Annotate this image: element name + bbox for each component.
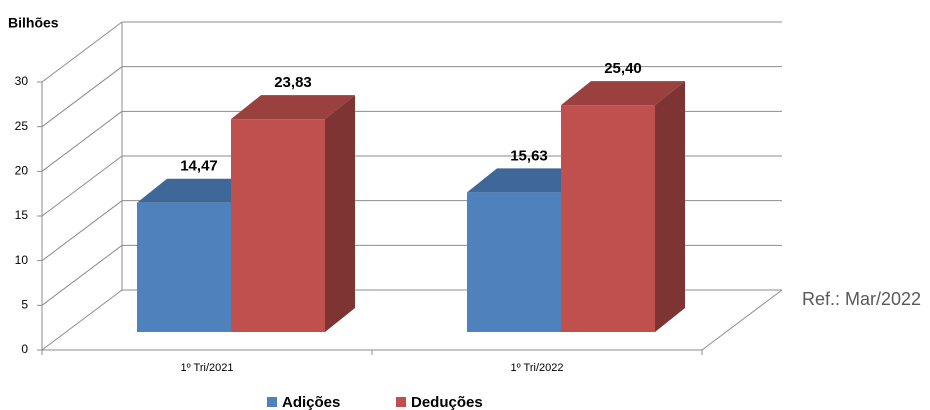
grid-diagonal <box>41 200 123 262</box>
floor-edge <box>701 289 783 351</box>
value-label: 23,83 <box>274 74 312 91</box>
y-tick-label: 25 <box>15 119 29 133</box>
bar-side <box>655 81 685 333</box>
legend-swatch <box>396 397 406 407</box>
bar-side <box>325 95 355 332</box>
y-tick-label: 20 <box>15 164 29 178</box>
x-tick-label: 1º Tri/2021 <box>181 362 234 374</box>
value-label: 15,63 <box>510 147 548 164</box>
bar <box>137 202 231 332</box>
grid-diagonal <box>41 289 123 351</box>
grid-diagonal <box>41 155 123 217</box>
annotation: Ref.: Mar/2022 <box>802 289 921 309</box>
y-tick-label: 0 <box>21 342 28 356</box>
y-tick-label: 30 <box>15 74 29 88</box>
x-tick-label: 1º Tri/2022 <box>511 362 564 374</box>
bar <box>561 105 655 333</box>
bar <box>467 192 561 332</box>
grid-diagonal <box>41 244 123 306</box>
legend-label: Adições <box>282 394 340 410</box>
bar-top <box>137 178 261 203</box>
value-label: 14,47 <box>180 158 218 175</box>
bar-top <box>561 81 685 106</box>
axis-title: Bilhões <box>8 15 59 31</box>
y-tick-label: 5 <box>21 298 28 312</box>
legend-swatch <box>267 397 277 407</box>
bar <box>231 119 325 332</box>
bar-top <box>231 95 355 120</box>
grid-diagonal <box>41 110 123 172</box>
grid-diagonal <box>41 66 123 128</box>
grid-diagonal <box>41 21 123 83</box>
bar-top <box>467 168 591 193</box>
value-label: 25,40 <box>604 60 642 77</box>
legend-label: Deduções <box>411 394 483 410</box>
y-tick-label: 10 <box>15 253 29 267</box>
y-tick-label: 15 <box>15 208 29 222</box>
